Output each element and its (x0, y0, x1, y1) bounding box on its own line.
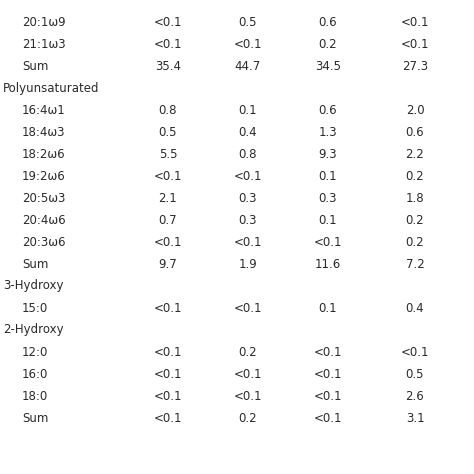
Text: 1.3: 1.3 (319, 126, 337, 138)
Text: <0.1: <0.1 (154, 367, 182, 381)
Text: 0.1: 0.1 (239, 103, 257, 117)
Text: 0.2: 0.2 (406, 213, 424, 227)
Text: 2.0: 2.0 (406, 103, 424, 117)
Text: <0.1: <0.1 (234, 170, 262, 182)
Text: 1.9: 1.9 (238, 257, 257, 271)
Text: <0.1: <0.1 (234, 37, 262, 51)
Text: 2.2: 2.2 (406, 147, 424, 161)
Text: 34.5: 34.5 (315, 60, 341, 73)
Text: <0.1: <0.1 (401, 16, 429, 28)
Text: 9.3: 9.3 (319, 147, 337, 161)
Text: 18:4ω3: 18:4ω3 (22, 126, 65, 138)
Text: 0.6: 0.6 (319, 16, 337, 28)
Text: Sum: Sum (22, 411, 48, 425)
Text: 0.5: 0.5 (239, 16, 257, 28)
Text: <0.1: <0.1 (314, 236, 342, 248)
Text: <0.1: <0.1 (154, 170, 182, 182)
Text: 0.1: 0.1 (319, 170, 337, 182)
Text: 0.1: 0.1 (319, 301, 337, 315)
Text: <0.1: <0.1 (234, 236, 262, 248)
Text: <0.1: <0.1 (401, 346, 429, 358)
Text: 20:1ω9: 20:1ω9 (22, 16, 65, 28)
Text: <0.1: <0.1 (154, 16, 182, 28)
Text: 0.5: 0.5 (159, 126, 177, 138)
Text: Sum: Sum (22, 257, 48, 271)
Text: 0.3: 0.3 (319, 191, 337, 204)
Text: 0.6: 0.6 (406, 126, 424, 138)
Text: 20:4ω6: 20:4ω6 (22, 213, 65, 227)
Text: <0.1: <0.1 (401, 37, 429, 51)
Text: 2-Hydroxy: 2-Hydroxy (3, 323, 64, 337)
Text: 0.2: 0.2 (406, 236, 424, 248)
Text: 16:0: 16:0 (22, 367, 48, 381)
Text: Sum: Sum (22, 60, 48, 73)
Text: 2.1: 2.1 (159, 191, 177, 204)
Text: <0.1: <0.1 (234, 390, 262, 402)
Text: 0.8: 0.8 (159, 103, 177, 117)
Text: 0.1: 0.1 (319, 213, 337, 227)
Text: <0.1: <0.1 (314, 411, 342, 425)
Text: <0.1: <0.1 (154, 346, 182, 358)
Text: <0.1: <0.1 (314, 390, 342, 402)
Text: <0.1: <0.1 (234, 301, 262, 315)
Text: 20:3ω6: 20:3ω6 (22, 236, 65, 248)
Text: 0.4: 0.4 (239, 126, 257, 138)
Text: <0.1: <0.1 (154, 236, 182, 248)
Text: 0.6: 0.6 (319, 103, 337, 117)
Text: 1.8: 1.8 (406, 191, 424, 204)
Text: 27.3: 27.3 (402, 60, 428, 73)
Text: 5.5: 5.5 (159, 147, 177, 161)
Text: 16:4ω1: 16:4ω1 (22, 103, 66, 117)
Text: 0.8: 0.8 (239, 147, 257, 161)
Text: 35.4: 35.4 (155, 60, 181, 73)
Text: 19:2ω6: 19:2ω6 (22, 170, 66, 182)
Text: 2.6: 2.6 (406, 390, 424, 402)
Text: <0.1: <0.1 (154, 411, 182, 425)
Text: <0.1: <0.1 (314, 367, 342, 381)
Text: 3-Hydroxy: 3-Hydroxy (3, 280, 64, 292)
Text: 21:1ω3: 21:1ω3 (22, 37, 65, 51)
Text: <0.1: <0.1 (154, 390, 182, 402)
Text: 0.4: 0.4 (406, 301, 424, 315)
Text: 0.7: 0.7 (159, 213, 177, 227)
Text: 0.2: 0.2 (406, 170, 424, 182)
Text: 20:5ω3: 20:5ω3 (22, 191, 65, 204)
Text: 18:0: 18:0 (22, 390, 48, 402)
Text: 0.2: 0.2 (239, 411, 257, 425)
Text: <0.1: <0.1 (154, 37, 182, 51)
Text: 15:0: 15:0 (22, 301, 48, 315)
Text: 9.7: 9.7 (159, 257, 177, 271)
Text: 11.6: 11.6 (315, 257, 341, 271)
Text: 0.3: 0.3 (239, 213, 257, 227)
Text: 0.5: 0.5 (406, 367, 424, 381)
Text: 0.2: 0.2 (319, 37, 337, 51)
Text: <0.1: <0.1 (234, 367, 262, 381)
Text: 0.2: 0.2 (239, 346, 257, 358)
Text: 7.2: 7.2 (406, 257, 424, 271)
Text: Polyunsaturated: Polyunsaturated (3, 82, 100, 94)
Text: <0.1: <0.1 (314, 346, 342, 358)
Text: 12:0: 12:0 (22, 346, 48, 358)
Text: <0.1: <0.1 (154, 301, 182, 315)
Text: 18:2ω6: 18:2ω6 (22, 147, 65, 161)
Text: 44.7: 44.7 (235, 60, 261, 73)
Text: 3.1: 3.1 (406, 411, 424, 425)
Text: 0.3: 0.3 (239, 191, 257, 204)
